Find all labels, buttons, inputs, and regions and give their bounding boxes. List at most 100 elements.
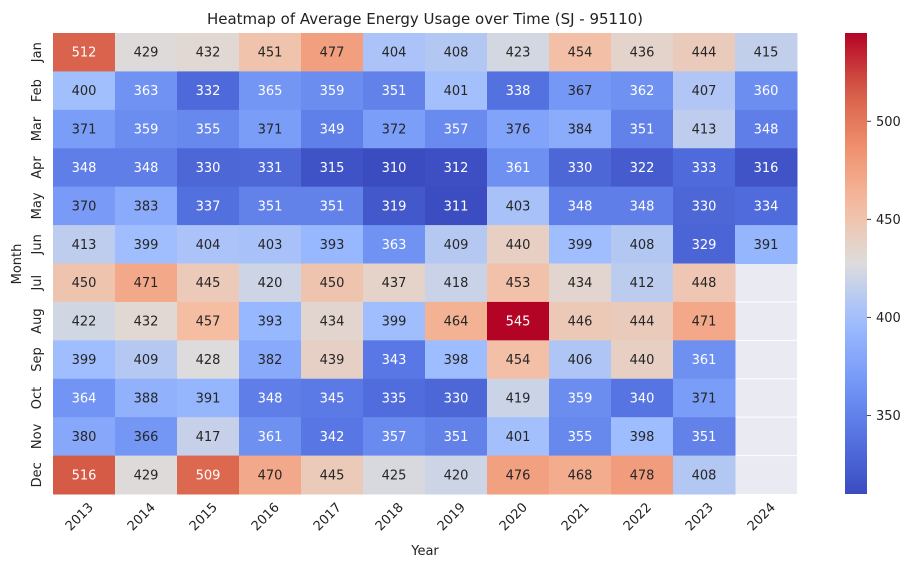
cell-value-label: 343	[382, 353, 407, 368]
cell-value-label: 331	[258, 161, 283, 176]
heatmap-cell-feb-2013	[53, 71, 116, 111]
heatmap-cell-sep-2016	[239, 340, 302, 380]
cell-value-label: 399	[72, 353, 97, 368]
heatmap-cell-sep-2018	[363, 340, 426, 380]
cell-value-label: 401	[506, 430, 531, 445]
heatmap-cell-aug-2015	[177, 301, 240, 341]
heatmap-cell-mar-2014	[115, 109, 178, 149]
cell-value-label: 420	[444, 468, 469, 483]
cell-value-label: 432	[196, 46, 221, 61]
cell-value-label: 512	[72, 46, 97, 61]
cell-value-label: 310	[382, 161, 407, 176]
y-axis-ticks: Jan Feb Mar Apr May Jun Jul Aug Sep Oct Nov Dec	[30, 42, 45, 487]
cell-value-label: 440	[630, 353, 655, 368]
cell-value-label: 311	[444, 199, 469, 214]
cell-value-label: 409	[134, 353, 159, 368]
cell-value-label: 335	[382, 391, 407, 406]
heatmap-cell-apr-2023	[673, 148, 736, 188]
heatmap-cell-dec-2019	[425, 455, 488, 495]
heatmap-cell-may-2017	[301, 186, 364, 226]
cell-value-label: 415	[754, 46, 779, 61]
colorbar-tick-label: 400	[876, 311, 901, 326]
cell-value-label: 413	[692, 123, 717, 138]
heatmap-cell-jun-2019	[425, 225, 488, 264]
cell-value-label: 477	[320, 46, 345, 61]
heatmap-cell-nov-2018	[363, 417, 426, 457]
y-tick-label: Mar	[30, 116, 45, 141]
heatmap-cell-apr-2021	[549, 148, 612, 188]
x-tick-label: 2023	[683, 500, 717, 534]
heatmap-cell-aug-2018	[363, 301, 426, 341]
heatmap-cell-oct-2023	[673, 378, 736, 418]
cell-value-label: 470	[258, 468, 283, 483]
cell-value-label: 359	[320, 84, 345, 99]
cell-value-label: 448	[692, 276, 717, 291]
cell-value-label: 440	[506, 238, 531, 253]
y-tick-label: Oct	[30, 387, 45, 409]
cell-value-label: 425	[382, 468, 407, 483]
cell-value-label: 383	[134, 199, 159, 214]
heatmap-cell-may-2015	[177, 186, 240, 226]
cell-value-label: 355	[196, 123, 221, 138]
cell-value-label: 409	[444, 238, 469, 253]
cell-value-label: 399	[134, 238, 159, 253]
cell-value-label: 351	[320, 199, 345, 214]
cell-value-label: 330	[568, 161, 593, 176]
cell-value-label: 429	[134, 468, 159, 483]
cell-value-label: 322	[630, 161, 655, 176]
heatmap-cell-may-2016	[239, 186, 302, 226]
x-tick-label: 2022	[621, 500, 655, 534]
heatmap-cell-jan-2018	[363, 33, 426, 72]
cell-value-label: 393	[320, 238, 345, 253]
heatmap-cell-jun-2023	[673, 225, 736, 264]
heatmap-cell-may-2020	[487, 186, 550, 226]
x-tick-label: 2021	[559, 500, 593, 534]
heatmap-cell-mar-2017	[301, 109, 364, 149]
heatmap-cell-jul-2018	[363, 263, 426, 303]
cell-value-label: 371	[692, 391, 717, 406]
heatmap-cell-feb-2016	[239, 71, 302, 111]
cell-value-label: 471	[692, 315, 717, 330]
cell-value-label: 393	[258, 315, 283, 330]
heatmap-cell-jul-2015	[177, 263, 240, 303]
y-tick-label: Apr	[30, 156, 45, 179]
cell-value-label: 412	[630, 276, 655, 291]
heatmap-cell-sep-2015	[177, 340, 240, 380]
cell-value-labels: 512 429 432 451 477 404 408 423 454 436 444 415 400 3…	[72, 46, 779, 484]
heatmap-cell-feb-2021	[549, 71, 612, 111]
heatmap-cell-jun-2020	[487, 225, 550, 264]
heatmap-cell-oct-2022	[611, 378, 674, 418]
heatmap-cell-apr-2017	[301, 148, 364, 188]
cell-value-label: 398	[630, 430, 655, 445]
y-tick-label: Nov	[30, 423, 45, 449]
cell-value-label: 404	[382, 46, 407, 61]
cell-value-label: 315	[320, 161, 345, 176]
y-tick-label: Jul	[30, 275, 45, 292]
x-tick-label: 2019	[435, 500, 469, 534]
colorbar-tick-label: 350	[876, 409, 901, 424]
heatmap-cell-apr-2020	[487, 148, 550, 188]
cell-value-label: 453	[506, 276, 531, 291]
heatmap-cell-dec-2020	[487, 455, 550, 495]
cell-value-label: 340	[630, 391, 655, 406]
heatmap-cell-oct-2016	[239, 378, 302, 418]
heatmap-cell-feb-2018	[363, 71, 426, 111]
heatmap-cell-dec-2013	[53, 455, 116, 495]
heatmap-cell-may-2022	[611, 186, 674, 226]
x-tick-label: 2016	[249, 500, 283, 534]
heatmap-cell-sep-2019	[425, 340, 488, 380]
heatmap-cell-nov-2020	[487, 417, 550, 457]
cell-value-label: 391	[754, 238, 779, 253]
heatmap-cell-dec-2016	[239, 455, 302, 495]
cell-value-label: 367	[568, 84, 593, 99]
heatmap-cells	[53, 33, 798, 495]
cell-value-label: 348	[754, 123, 779, 138]
cell-value-label: 444	[692, 46, 717, 61]
cell-value-label: 399	[382, 315, 407, 330]
cell-value-label: 342	[320, 430, 345, 445]
y-tick-label: May	[30, 192, 45, 219]
cell-value-label: 437	[382, 276, 407, 291]
colorbar-tick-label: 500	[876, 115, 901, 130]
cell-value-label: 370	[72, 199, 97, 214]
